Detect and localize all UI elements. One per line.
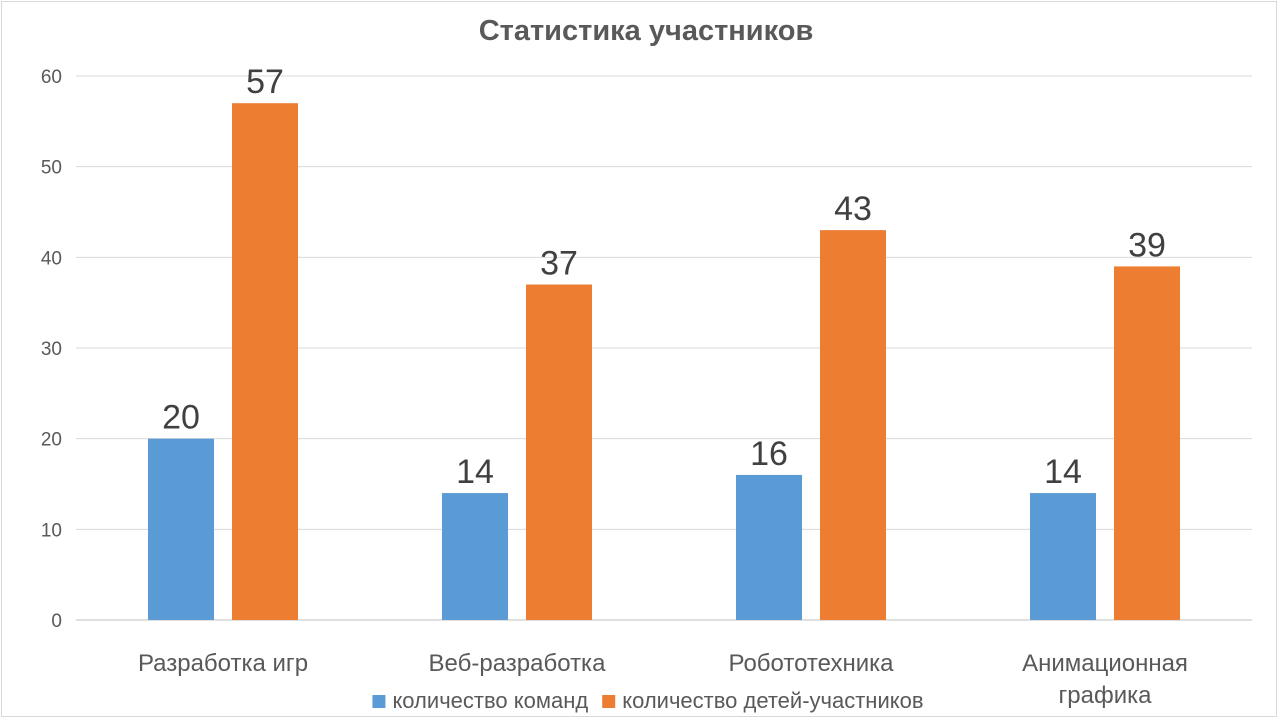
data-labels: 20 57 14 37 16 43 14 39 [162, 63, 1166, 491]
bar-series2-cat2 [526, 284, 592, 620]
category-labels: Разработка игр Веб-разработка Робототехник… [138, 650, 1188, 709]
category-label: графика [1059, 682, 1153, 709]
data-label-series2-cat3: 43 [834, 190, 872, 228]
legend-swatch [372, 695, 386, 708]
bar-series2-cat1 [232, 103, 298, 620]
y-axis-ticks: 0 10 20 30 40 50 60 [41, 67, 62, 632]
category-label: Робототехника [729, 650, 895, 677]
bar-series1-cat2 [442, 493, 508, 620]
data-label-series1-cat1: 20 [162, 399, 200, 437]
bar-series1-cat3 [736, 474, 802, 620]
data-label-series1-cat3: 16 [750, 435, 788, 473]
legend-swatch [602, 695, 616, 708]
y-tick-label: 0 [51, 611, 62, 632]
legend-label: количество команд [392, 688, 588, 713]
category-label: Разработка игр [138, 650, 308, 677]
bar-series1-cat4 [1030, 493, 1096, 620]
bar-series2-cat4 [1114, 266, 1180, 620]
legend-item: количество команд [372, 688, 588, 713]
legend: количество команд количество детей-участн… [372, 688, 924, 713]
y-tick-label: 10 [41, 520, 62, 541]
y-tick-label: 30 [41, 339, 62, 360]
legend-label: количество детей-участников [622, 688, 923, 713]
bar-series1-cat1 [148, 438, 214, 620]
y-tick-label: 60 [41, 67, 62, 88]
data-label-series2-cat2: 37 [540, 245, 578, 283]
bar-series2-cat3 [820, 230, 886, 620]
legend-item: количество детей-участников [602, 688, 924, 713]
data-label-series2-cat1: 57 [246, 63, 284, 101]
y-tick-label: 40 [41, 248, 62, 269]
category-label: Веб-разработка [429, 650, 607, 677]
y-tick-label: 20 [41, 430, 62, 451]
data-label-series1-cat4: 14 [1044, 453, 1082, 491]
data-label-series1-cat2: 14 [456, 453, 494, 491]
chart-title: Статистика участников [479, 15, 814, 47]
bars [148, 103, 1180, 620]
data-label-series2-cat4: 39 [1128, 226, 1166, 264]
category-label: Анимационная [1022, 650, 1188, 677]
y-tick-label: 50 [41, 158, 62, 179]
